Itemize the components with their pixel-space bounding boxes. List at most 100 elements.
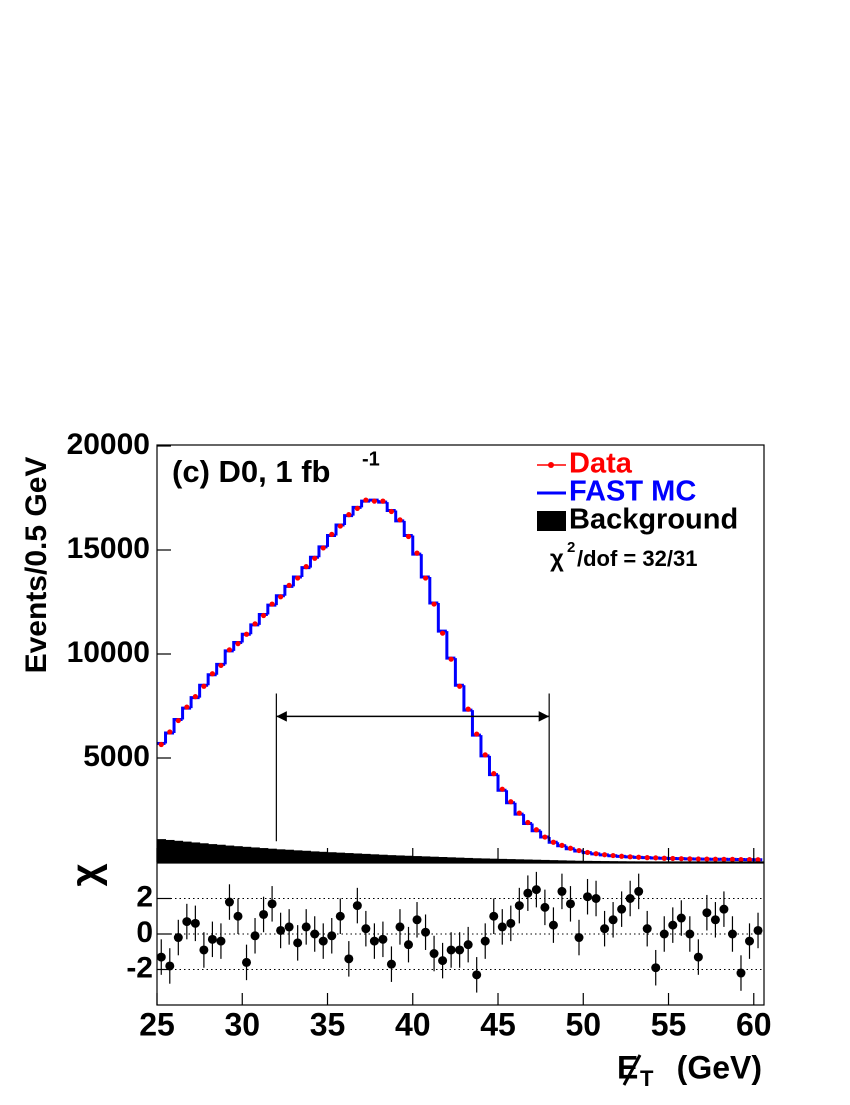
mc-step xyxy=(183,708,192,719)
data-point xyxy=(628,854,633,859)
background-bar xyxy=(259,848,268,862)
x-tick-label: 40 xyxy=(395,1006,431,1042)
data-point xyxy=(244,632,249,637)
mc-step xyxy=(464,685,473,710)
data-point xyxy=(184,704,189,709)
chi-point xyxy=(361,924,370,933)
chi-point xyxy=(736,969,745,978)
data-point xyxy=(380,499,385,504)
chi-point xyxy=(293,938,302,947)
chi-point xyxy=(643,924,652,933)
chi-point xyxy=(464,940,473,949)
data-point xyxy=(713,857,718,862)
annotation-text: /dof = 32/31 xyxy=(577,546,697,571)
chi-point xyxy=(566,899,575,908)
chi-point xyxy=(626,894,635,903)
background-bar xyxy=(166,840,175,862)
chi-point xyxy=(157,953,166,962)
chi-point xyxy=(216,937,225,946)
background-bar xyxy=(447,857,456,862)
x-tick-label: 55 xyxy=(651,1006,687,1042)
background-bar xyxy=(319,852,328,862)
legend-swatch xyxy=(537,511,566,531)
chi-point xyxy=(225,898,234,907)
chi-point xyxy=(336,912,345,921)
data-point xyxy=(218,663,223,668)
background-bar xyxy=(242,847,251,862)
chi-point xyxy=(378,935,387,944)
y-axis-label: Events/0.5 GeV xyxy=(20,457,53,674)
background-bar xyxy=(430,857,439,862)
data-point xyxy=(611,853,616,858)
data-point xyxy=(372,499,377,504)
chi-point xyxy=(651,963,660,972)
chi-point xyxy=(276,926,285,935)
data-point xyxy=(440,631,445,636)
background-bar xyxy=(310,851,319,862)
background-bar xyxy=(353,853,362,862)
background-bar xyxy=(362,854,371,862)
data-point xyxy=(645,855,650,860)
data-point xyxy=(431,601,436,606)
chi-point xyxy=(395,922,404,931)
data-point xyxy=(346,512,351,517)
data-point xyxy=(662,856,667,861)
chi-point xyxy=(310,930,319,939)
chi-point xyxy=(719,905,728,914)
data-point xyxy=(449,657,454,662)
data-point xyxy=(363,497,368,502)
background-bar xyxy=(413,856,422,862)
y-tick-label: 5000 xyxy=(83,740,150,773)
data-point xyxy=(653,855,658,860)
background-bar xyxy=(200,843,209,862)
data-point xyxy=(491,771,496,776)
data-point xyxy=(304,564,309,569)
background-bar xyxy=(464,858,473,862)
data-point xyxy=(704,856,709,861)
chi-point xyxy=(583,892,592,901)
chi-point xyxy=(242,958,251,967)
chi-point xyxy=(404,940,413,949)
data-point xyxy=(585,850,590,855)
chi-point xyxy=(515,901,524,910)
chart-title: (c) D0, 1 fb xyxy=(172,454,330,489)
chi-point xyxy=(344,954,353,963)
data-point xyxy=(355,506,360,511)
chi-point xyxy=(472,970,481,979)
data-point xyxy=(636,855,641,860)
chi-point xyxy=(532,885,541,894)
mc-step xyxy=(328,535,337,546)
chi-point xyxy=(421,928,430,937)
data-point xyxy=(721,857,726,862)
x-tick-label: 35 xyxy=(310,1006,346,1042)
chi-point xyxy=(327,931,336,940)
mc-step xyxy=(430,577,439,603)
chi-point xyxy=(430,949,439,958)
data-point xyxy=(483,752,488,757)
chi-point xyxy=(208,935,217,944)
x-tick-label: 50 xyxy=(565,1006,601,1042)
data-point xyxy=(176,718,181,723)
chi-point xyxy=(754,926,763,935)
annotation-superscript: 2 xyxy=(567,539,575,556)
chi-point xyxy=(609,915,618,924)
title-superscript: -1 xyxy=(362,448,380,470)
data-point xyxy=(670,856,675,861)
x-axis-label-unit: (GeV) xyxy=(677,1049,762,1085)
background-bar xyxy=(183,842,192,862)
background-bar xyxy=(157,839,166,862)
data-point xyxy=(159,742,164,747)
chi-point xyxy=(182,917,191,926)
data-point xyxy=(508,799,513,804)
data-point xyxy=(551,840,556,845)
background-bar xyxy=(421,856,430,862)
data-point xyxy=(576,848,581,853)
data-point xyxy=(269,601,274,606)
background-bar xyxy=(285,850,294,862)
background-bar xyxy=(217,845,226,862)
data-point xyxy=(500,787,505,792)
mc-step xyxy=(447,631,456,658)
x-axis-label-subscript: T xyxy=(640,1066,654,1091)
chi-point xyxy=(251,931,260,940)
data-point xyxy=(397,517,402,522)
